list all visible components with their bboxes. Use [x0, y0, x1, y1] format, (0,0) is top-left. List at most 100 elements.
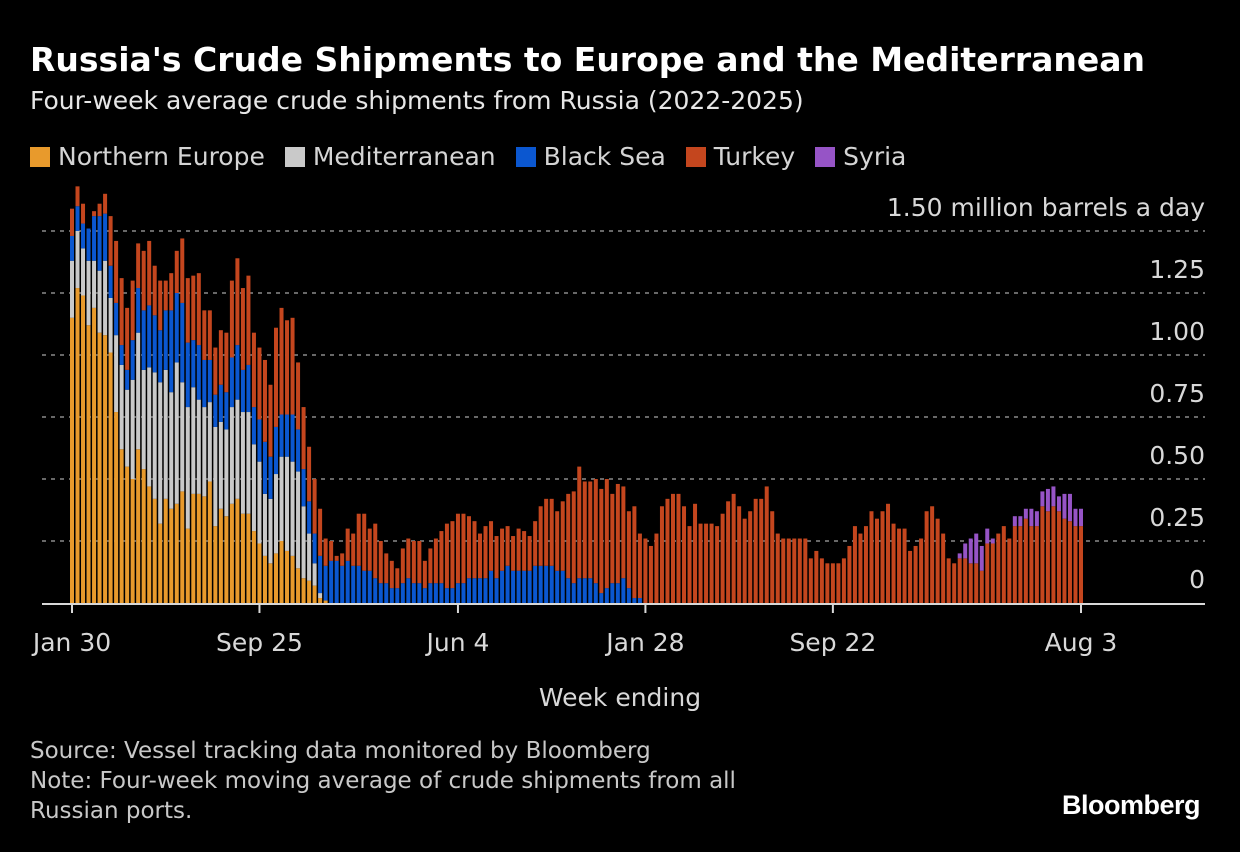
bar-northern-europe	[103, 335, 108, 603]
bar-mediterranean	[257, 461, 262, 544]
bar-turkey	[654, 533, 659, 603]
bar-mediterranean	[180, 382, 185, 492]
bar-turkey	[963, 558, 968, 603]
bar-turkey	[351, 533, 356, 566]
x-axis-label: Week ending	[539, 683, 701, 712]
bar-turkey	[290, 317, 295, 415]
bar-turkey	[781, 538, 786, 603]
bar-turkey	[615, 483, 620, 584]
y-axis: 0 0.25 0.50 0.75 1.00 1.25 1.50 million barrel…	[887, 193, 1205, 594]
bar-black-sea	[191, 340, 196, 388]
bar-turkey	[362, 513, 367, 571]
bar-turkey	[307, 446, 312, 502]
bar-turkey	[919, 538, 924, 603]
bar-black-sea	[637, 598, 642, 603]
bar-turkey	[141, 250, 146, 311]
bar-northern-europe	[92, 307, 97, 603]
bar-northern-europe	[141, 469, 146, 603]
bar-black-sea	[455, 583, 460, 603]
bar-turkey	[455, 513, 460, 584]
bar-syria	[968, 538, 973, 564]
bar-northern-europe	[147, 486, 152, 603]
bar-black-sea	[125, 369, 130, 390]
bar-turkey	[538, 506, 543, 566]
bar-turkey	[560, 501, 565, 571]
bar-turkey	[941, 533, 946, 603]
bar-northern-europe	[235, 498, 240, 603]
bar-black-sea	[279, 414, 284, 457]
bar-mediterranean	[218, 421, 223, 509]
bar-mediterranean	[318, 593, 323, 599]
bar-turkey	[158, 280, 163, 331]
bar-turkey	[274, 327, 279, 427]
bar-turkey	[682, 506, 687, 603]
bar-turkey	[1034, 526, 1039, 603]
y-tick-label: 1.25	[1149, 255, 1205, 284]
bar-black-sea	[511, 570, 516, 603]
bar-turkey	[693, 503, 698, 603]
legend-swatch-northern-europe	[30, 146, 50, 167]
bar-turkey	[748, 511, 753, 603]
bar-turkey	[968, 563, 973, 603]
legend-swatch-mediterranean	[284, 146, 305, 167]
bar-turkey	[384, 553, 389, 584]
bar-turkey	[544, 498, 549, 566]
bar-turkey	[75, 186, 80, 207]
bar-black-sea	[213, 394, 218, 427]
bar-turkey	[913, 545, 918, 603]
bar-northern-europe	[196, 493, 201, 603]
bar-turkey	[698, 523, 703, 603]
bar-turkey	[196, 273, 201, 346]
bloomberg-logo: Bloomberg	[1061, 790, 1201, 820]
bar-turkey	[643, 538, 648, 603]
bar-turkey	[466, 516, 471, 579]
bar-turkey	[527, 536, 532, 571]
bar-syria	[1045, 488, 1050, 512]
bar-black-sea	[632, 598, 637, 603]
bar-turkey	[1045, 511, 1050, 603]
bar-black-sea	[406, 578, 411, 603]
bar-turkey	[97, 203, 102, 217]
bar-syria	[1056, 496, 1061, 512]
bar-turkey	[345, 528, 350, 561]
bar-northern-europe	[229, 503, 234, 603]
chart-title: Russia's Crude Shipments to Europe and t…	[30, 40, 1146, 79]
footnote-line-1: Note: Four-week moving average of crude …	[30, 768, 736, 794]
bar-mediterranean	[103, 260, 108, 336]
bar-black-sea	[329, 560, 334, 603]
bar-mediterranean	[125, 389, 130, 467]
bar-black-sea	[81, 223, 86, 249]
bar-black-sea	[202, 359, 207, 408]
y-tick-label: 1.50 million barrels a day	[887, 193, 1205, 222]
bar-black-sea	[378, 583, 383, 603]
x-tick-label: Jan 28	[604, 628, 684, 657]
bar-turkey	[731, 493, 736, 603]
bar-black-sea	[560, 570, 565, 603]
bar-mediterranean	[246, 412, 251, 514]
bar-turkey	[957, 558, 962, 603]
bar-turkey	[836, 563, 841, 603]
bar-black-sea	[582, 578, 587, 603]
bar-turkey	[852, 526, 857, 603]
bar-turkey	[516, 528, 521, 571]
bar-turkey	[1029, 526, 1034, 603]
bar-turkey	[610, 493, 615, 584]
bar-black-sea	[466, 578, 471, 603]
bar-mediterranean	[229, 407, 234, 504]
bar-northern-europe	[279, 541, 284, 603]
bar-mediterranean	[196, 399, 201, 494]
bar-mediterranean	[213, 426, 218, 527]
bar-northern-europe	[224, 516, 229, 603]
bar-mediterranean	[202, 407, 207, 497]
bar-turkey	[946, 558, 951, 603]
y-tick-label: 0.50	[1149, 441, 1205, 470]
footnote-line-2: Russian ports.	[30, 798, 193, 824]
bar-mediterranean	[312, 563, 317, 586]
bar-turkey	[472, 521, 477, 579]
x-tick-label: Aug 3	[1045, 628, 1118, 657]
bar-mediterranean	[296, 471, 301, 569]
bar-turkey	[665, 498, 670, 603]
legend-label: Black Sea	[543, 142, 666, 171]
bar-turkey	[555, 511, 560, 571]
bar-turkey	[229, 280, 234, 358]
